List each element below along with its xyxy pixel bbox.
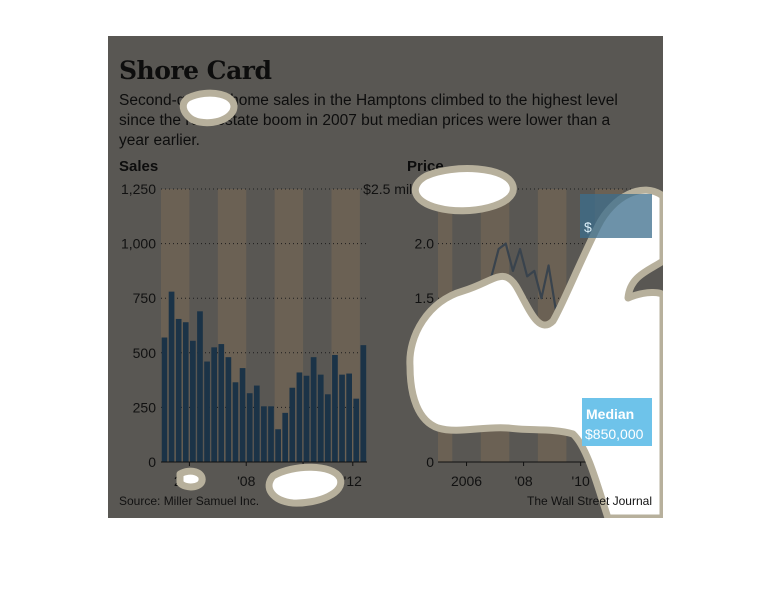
- sales-bar: [353, 398, 360, 462]
- sales-bar: [289, 387, 296, 462]
- sales-bar: [246, 393, 253, 462]
- sales-bar: [225, 357, 232, 462]
- x-tick-label: '08: [237, 473, 255, 489]
- y-tick-label: 1,000: [121, 236, 156, 252]
- chart-title: Shore Card: [119, 56, 272, 85]
- sales-bar: [253, 385, 260, 462]
- sales-bar: [211, 347, 218, 462]
- median-label-name: Median: [586, 406, 634, 422]
- sales-bar: [296, 372, 303, 462]
- sales-bar: [204, 361, 210, 462]
- y-tick-label: 500: [133, 345, 157, 361]
- source-note: Source: Miller Samuel Inc.: [119, 494, 260, 508]
- x-tick-label: '08: [514, 473, 532, 489]
- ink-blot: [265, 463, 345, 507]
- sales-bar: [332, 354, 338, 462]
- y-tick-label: 750: [133, 290, 157, 306]
- sales-bar: [239, 368, 246, 462]
- ink-blot: [179, 89, 238, 127]
- sales-bar: [282, 412, 289, 462]
- sales-bar: [275, 429, 281, 462]
- sales-bar: [317, 374, 324, 462]
- y-tick-label: 250: [133, 399, 157, 415]
- sales-bar: [261, 406, 267, 462]
- sales-bar: [346, 373, 352, 462]
- x-tick-label: '10: [572, 473, 590, 489]
- x-tick-label: 2006: [451, 473, 482, 489]
- y-tick-label: 1.5: [415, 290, 435, 306]
- sales-bar: [161, 337, 168, 462]
- ink-blot-overlay: $ Median $850,000: [176, 89, 663, 518]
- publisher-credit: The Wall Street Journal: [527, 494, 652, 508]
- sales-bar: [190, 340, 196, 462]
- y-tick-label: 0: [426, 454, 434, 470]
- sales-bar: [175, 318, 182, 462]
- x-tick-label: '12: [344, 473, 362, 489]
- median-label-value: $850,000: [585, 426, 644, 442]
- sales-bar: [268, 406, 274, 462]
- sales-bar: [218, 344, 225, 462]
- y-tick-label: 0: [148, 454, 156, 470]
- sales-bar: [168, 291, 175, 462]
- sales-bar: [324, 394, 331, 462]
- sales-bar: [360, 345, 367, 462]
- sales-panel-title: Sales: [119, 158, 159, 175]
- series-label-value: $: [584, 219, 592, 235]
- ink-blot: [411, 165, 517, 215]
- sales-bar: [339, 374, 345, 462]
- sales-bar: [182, 322, 189, 462]
- chart-subtitle: Second-quarter home sales in the Hampton…: [119, 92, 618, 149]
- y-tick-label: 1,250: [121, 181, 156, 197]
- sales-bar: [303, 375, 310, 462]
- sales-bar: [197, 311, 203, 462]
- median-label-box: [582, 398, 652, 446]
- sales-bar: [310, 357, 317, 462]
- y-tick-label: 2.0: [415, 236, 435, 252]
- sales-bar: [232, 382, 239, 462]
- series-label-box: [580, 194, 652, 238]
- ink-blot: [176, 467, 206, 491]
- chart-card: Shore Card Second-quarter home sales in …: [108, 36, 663, 518]
